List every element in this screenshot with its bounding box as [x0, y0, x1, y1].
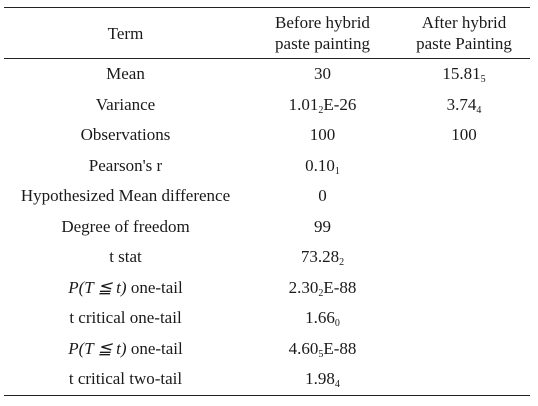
before-value: 0	[318, 186, 327, 206]
term-rest: one-tail	[126, 277, 183, 297]
table-header: Term Before hybrid paste painting After …	[4, 7, 530, 59]
after-cell: 3.744	[398, 90, 530, 121]
table-row: P(T ≦ t) one-tail 4.605E-88	[4, 334, 530, 365]
table-row: t stat 73.282	[4, 242, 530, 273]
after-cell: 15.815	[398, 59, 530, 90]
before-subscript: 2	[318, 287, 324, 299]
before-subscript: 2	[318, 104, 324, 116]
table-body: Mean 30 15.815 Variance 1.012E-26 3.744 …	[4, 59, 530, 395]
header-term: Term	[107, 23, 144, 43]
before-value: 30	[314, 64, 331, 84]
before-cell: 2.302E-88	[247, 273, 398, 304]
t-test-results-table: Term Before hybrid paste painting After …	[4, 7, 530, 396]
before-value: 1.66	[305, 308, 335, 328]
term-math: P(T ≦ t)	[68, 277, 127, 297]
table-row: Variance 1.012E-26 3.744	[4, 90, 530, 121]
before-cell: 1.012E-26	[247, 90, 398, 121]
term-cell: t critical one-tail	[69, 308, 182, 328]
header-after-line1: After hybrid	[421, 13, 507, 32]
header-before-line1: Before hybrid	[275, 13, 370, 32]
before-subscript: 2	[339, 257, 345, 269]
before-cell: 0.101	[247, 151, 398, 182]
before-suffix: E-88	[323, 338, 357, 358]
before-cell: 4.605E-88	[247, 334, 398, 365]
before-value: 4.60	[288, 338, 319, 358]
before-value: 1.98	[305, 369, 335, 389]
after-cell: 100	[398, 120, 530, 151]
after-value: 100	[451, 125, 477, 145]
after-cell	[398, 181, 530, 212]
before-cell: 1.660	[247, 303, 398, 334]
header-before-line2: paste painting	[275, 34, 370, 53]
before-value: 100	[309, 125, 336, 145]
table-row: Hypothesized Mean difference 0	[4, 181, 530, 212]
after-cell	[398, 364, 530, 395]
term-cell: Mean	[106, 64, 145, 84]
before-cell: 100	[247, 120, 398, 151]
after-cell	[398, 334, 530, 365]
after-subscript: 4	[476, 104, 482, 116]
before-subscript: 5	[318, 348, 324, 360]
after-cell	[398, 242, 530, 273]
after-subscript: 5	[480, 74, 486, 86]
after-cell	[398, 212, 530, 243]
term-cell: Degree of freedom	[61, 216, 190, 236]
term-cell: t critical two-tail	[68, 369, 183, 389]
before-suffix: E-88	[323, 277, 357, 297]
term-cell: Observations	[80, 125, 171, 145]
before-value: 0.10	[305, 155, 335, 175]
before-cell: 99	[247, 212, 398, 243]
after-cell	[398, 303, 530, 334]
after-cell	[398, 273, 530, 304]
term-cell: P(T ≦ t) one-tail	[4, 273, 247, 304]
term-cell: P(T ≦ t) one-tail	[4, 334, 247, 365]
term-cell: t stat	[109, 247, 142, 267]
before-cell: 1.984	[247, 364, 398, 395]
table-row: Observations 100 100	[4, 120, 530, 151]
header-row: Term Before hybrid paste painting After …	[4, 7, 530, 59]
term-cell: Variance	[95, 94, 156, 114]
before-value: 1.01	[288, 94, 319, 114]
term-rest: one-tail	[126, 338, 183, 358]
table-row: t critical two-tail 1.984	[4, 364, 530, 395]
before-subscript: 4	[334, 379, 340, 391]
table-row: Pearson's r 0.101	[4, 151, 530, 182]
before-cell: 30	[247, 59, 398, 90]
before-value: 73.28	[300, 247, 340, 267]
table-row: Degree of freedom 99	[4, 212, 530, 243]
header-after-line2: paste Painting	[416, 34, 512, 53]
before-suffix: E-26	[323, 94, 357, 114]
before-cell: 0	[247, 181, 398, 212]
header-after-hybrid: After hybrid paste Painting	[398, 8, 530, 59]
table-row: Mean 30 15.815	[4, 59, 530, 90]
before-value: 2.30	[288, 277, 319, 297]
term-cell: Pearson's r	[88, 155, 163, 175]
table-row: P(T ≦ t) one-tail 2.302E-88	[4, 273, 530, 304]
header-before-hybrid: Before hybrid paste painting	[247, 8, 398, 59]
before-subscript: 1	[334, 165, 340, 177]
before-cell: 73.282	[247, 242, 398, 273]
after-value: 15.81	[442, 64, 481, 84]
term-cell: Hypothesized Mean difference	[20, 186, 231, 206]
after-value: 3.74	[446, 94, 477, 114]
before-value: 99	[314, 216, 331, 236]
term-math: P(T ≦ t)	[68, 338, 127, 358]
after-cell	[398, 151, 530, 182]
table-row: t critical one-tail 1.660	[4, 303, 530, 334]
before-subscript: 0	[334, 318, 340, 330]
